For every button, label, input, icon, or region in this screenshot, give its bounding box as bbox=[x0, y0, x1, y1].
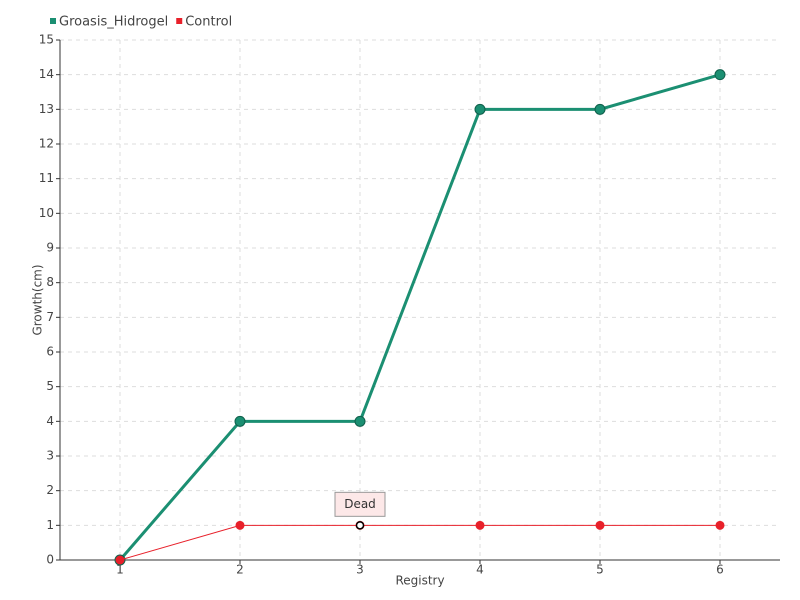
series-line bbox=[118, 73, 721, 561]
x-axis-label: Registry bbox=[395, 574, 444, 588]
legend-label: Groasis_Hidrogel bbox=[59, 15, 168, 30]
y-tick-label: 14 bbox=[39, 67, 54, 81]
data-point bbox=[594, 103, 606, 115]
legend-swatch bbox=[176, 18, 183, 24]
y-tick-label: 2 bbox=[46, 483, 54, 497]
y-tick-label: 3 bbox=[46, 449, 54, 463]
y-tick-label: 11 bbox=[39, 171, 54, 185]
legend-label: Control bbox=[185, 15, 232, 30]
data-point bbox=[234, 415, 246, 427]
x-tick-label: 2 bbox=[236, 563, 244, 577]
y-tick-label: 5 bbox=[46, 379, 54, 393]
y-tick-label: 4 bbox=[46, 414, 54, 428]
x-tick-label: 3 bbox=[356, 563, 364, 577]
data-point bbox=[354, 415, 366, 427]
x-tick-label: 5 bbox=[596, 563, 604, 577]
y-tick-label: 8 bbox=[46, 275, 54, 289]
data-point bbox=[714, 69, 726, 81]
data-point bbox=[475, 520, 485, 530]
x-tick-label: 1 bbox=[116, 563, 124, 577]
y-tick-label: 0 bbox=[46, 553, 54, 567]
data-point bbox=[595, 520, 605, 530]
data-point bbox=[115, 555, 125, 565]
y-tick-label: 15 bbox=[39, 33, 54, 47]
y-tick-label: 12 bbox=[39, 137, 54, 151]
y-tick-label: 7 bbox=[46, 310, 54, 324]
y-tick-label: 6 bbox=[46, 345, 54, 359]
y-tick-label: 10 bbox=[39, 206, 54, 220]
y-tick-label: 1 bbox=[46, 518, 54, 532]
annotation-box bbox=[334, 491, 386, 517]
data-point bbox=[474, 103, 486, 115]
series-line bbox=[119, 524, 720, 561]
data-point bbox=[715, 520, 725, 530]
legend-swatch bbox=[50, 18, 56, 24]
y-axis-label: Growth(cm) bbox=[31, 264, 45, 335]
data-point bbox=[235, 520, 245, 530]
annotation-point bbox=[355, 521, 365, 530]
annotation-text: Dead bbox=[344, 497, 376, 511]
y-tick-label: 9 bbox=[46, 241, 54, 255]
x-tick-label: 4 bbox=[476, 563, 484, 577]
x-tick-label: 6 bbox=[716, 563, 724, 577]
y-tick-label: 13 bbox=[39, 102, 54, 116]
